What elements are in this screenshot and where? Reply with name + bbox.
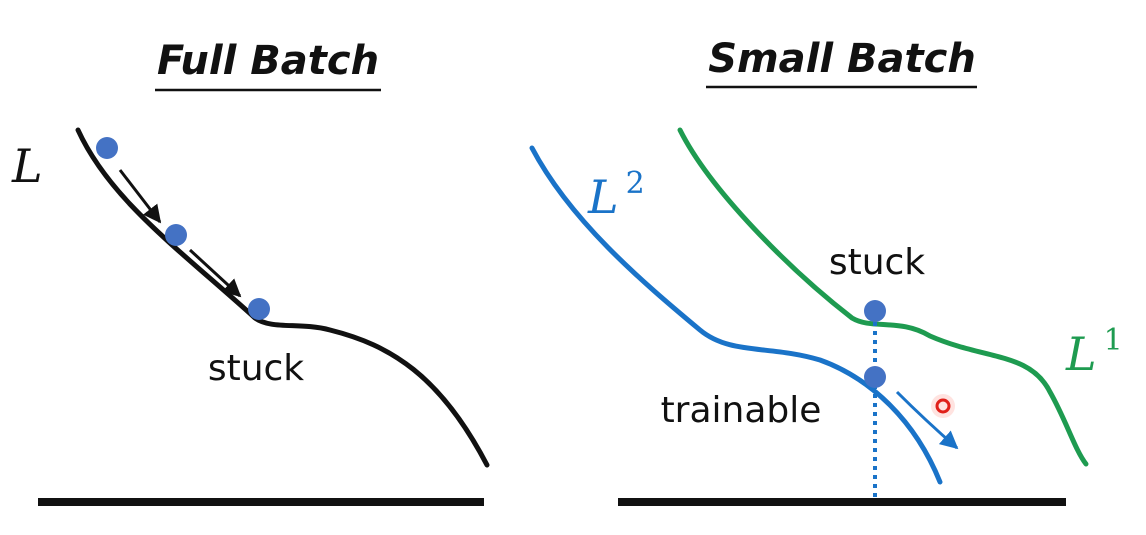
full-batch-loss-curve xyxy=(75,127,490,468)
ball-stuck-l1 xyxy=(864,300,886,322)
l1-label-sup: 1 xyxy=(1104,323,1123,358)
small-batch-panel: Small Batch L 2 L 1 stuck trainable xyxy=(529,36,1123,506)
trainable-label: trainable xyxy=(661,390,822,431)
l2-label: L 2 xyxy=(587,166,645,224)
l1-label: L 1 xyxy=(1065,323,1123,381)
ball-trainable-l2 xyxy=(864,366,886,388)
loss-label-l: L xyxy=(11,139,43,193)
l2-label-base: L xyxy=(587,170,619,224)
small-batch-stuck-label: stuck xyxy=(829,242,925,283)
ball-middle xyxy=(165,224,187,246)
l2-label-sup: 2 xyxy=(626,166,645,201)
ball-start xyxy=(96,137,118,159)
trainable-arrow xyxy=(895,390,959,450)
descent-arrow-2 xyxy=(188,248,242,298)
loss-curve-l1 xyxy=(677,127,1089,467)
l1-label-base: L xyxy=(1065,327,1097,381)
loss-curve-l2 xyxy=(529,145,943,485)
full-batch-title: Full Batch xyxy=(157,38,379,84)
full-batch-panel: Full Batch L stuck xyxy=(11,38,490,506)
ball-stuck xyxy=(248,298,270,320)
small-batch-title: Small Batch xyxy=(708,36,976,82)
descent-arrow-1 xyxy=(118,169,162,224)
pointer-cursor-icon xyxy=(931,394,955,418)
full-batch-stuck-label: stuck xyxy=(208,348,304,389)
